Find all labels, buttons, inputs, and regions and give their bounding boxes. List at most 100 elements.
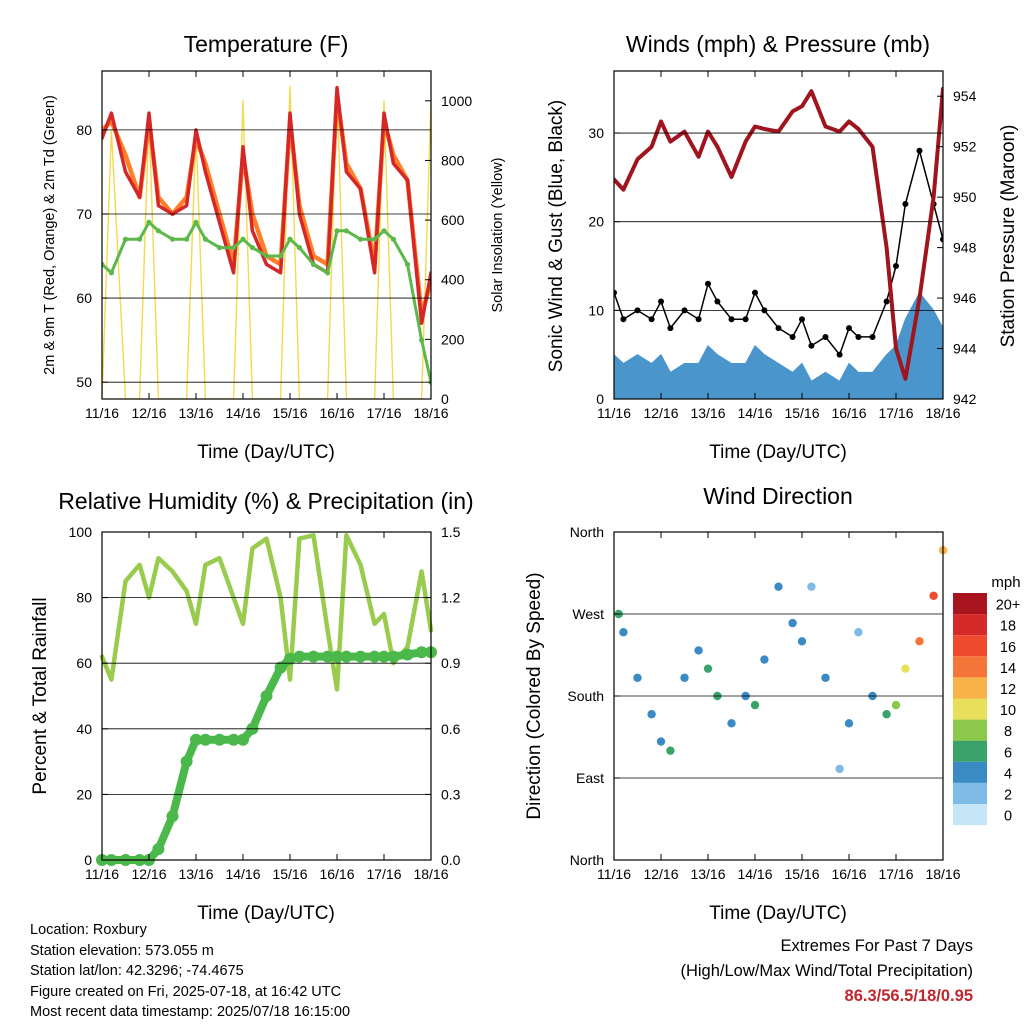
y-right-tick-label: 942 — [953, 391, 977, 407]
x-tick-label: 12/16 — [131, 405, 166, 421]
x-tick-label: 17/16 — [366, 866, 401, 882]
legend-label: 20+ — [996, 598, 1021, 614]
direction-point — [882, 710, 891, 719]
recent-text: Most recent data timestamp: 2025/07/18 1… — [30, 1004, 351, 1020]
legend-swatch — [953, 614, 987, 636]
td-point — [372, 236, 378, 242]
temperature-ylabel: 2m & 9m T (Red, Orange) & 2m Td (Green) — [42, 95, 58, 375]
y-tick-label: South — [567, 688, 604, 704]
y-right-tick-label: 0.3 — [441, 786, 461, 802]
td-point — [263, 253, 270, 259]
direction-point — [788, 618, 797, 628]
y-right-tick-label: 600 — [441, 212, 465, 228]
direction-point — [694, 646, 703, 655]
legend-swatch — [953, 698, 987, 720]
extremes-title: Extremes For Past 7 Days — [780, 937, 973, 955]
plot-frame — [613, 531, 944, 861]
y-tick-label: 70 — [76, 206, 92, 222]
y-tick-label: East — [576, 770, 604, 786]
td-point — [102, 261, 105, 268]
x-tick-label: 14/16 — [225, 866, 260, 882]
x-tick-label: 13/16 — [690, 405, 725, 421]
legend-label: 12 — [1000, 682, 1016, 698]
direction-point — [619, 628, 628, 637]
x-tick-label: 16/16 — [319, 866, 354, 882]
plot-frame — [101, 531, 432, 861]
y-right-tick-label: 400 — [441, 272, 465, 288]
x-tick-label: 17/16 — [878, 866, 913, 882]
precip-point — [284, 652, 296, 665]
winds-panel: Winds (mph) & Pressure (mb) 11/16 12/16 13… — [546, 31, 1019, 463]
direction-title: Wind Direction — [703, 483, 853, 509]
pressure-line — [614, 86, 943, 381]
td-point — [381, 228, 387, 234]
y-right-tick-label: 952 — [953, 139, 977, 155]
y-tick-label: 0 — [84, 852, 92, 868]
y-right-tick-label: 950 — [953, 189, 977, 205]
legend-title: mph — [991, 574, 1020, 591]
y-right-tick-label: 200 — [441, 331, 465, 347]
legend-swatch — [953, 804, 987, 826]
precip-point — [274, 661, 287, 674]
x-tick-label: 12/16 — [131, 866, 166, 882]
humidity-title: Relative Humidity (%) & Precipitation (i… — [58, 488, 473, 514]
precip-point — [321, 650, 334, 663]
precip-point — [152, 843, 165, 856]
rh-line — [99, 533, 434, 692]
td-point — [287, 236, 293, 242]
y-tick-label: 0 — [596, 391, 604, 407]
td-point — [278, 253, 284, 259]
solar-line — [102, 85, 431, 399]
x-tick-label: 15/16 — [272, 866, 307, 882]
x-tick-label: 16/16 — [831, 405, 866, 421]
direction-point — [647, 710, 656, 719]
location-text: Location: Roxbury — [30, 922, 147, 938]
td-point — [334, 228, 340, 234]
temperature-series — [102, 85, 431, 399]
winds-series — [614, 86, 943, 399]
y-tick-label: 20 — [76, 786, 92, 802]
td-point — [343, 228, 349, 234]
humidity-ylabel: Percent & Total Rainfall — [30, 597, 51, 794]
direction-point — [774, 582, 783, 591]
y-right-tick-label: 0.9 — [441, 655, 461, 671]
direction-point — [750, 700, 760, 710]
x-tick-label: 16/16 — [831, 866, 866, 882]
x-tick-label: 15/16 — [272, 405, 307, 421]
direction-point — [680, 673, 689, 682]
y-tick-label: 80 — [76, 122, 92, 138]
direction-point — [666, 746, 675, 755]
direction-point — [891, 700, 901, 710]
humidity-series — [96, 533, 437, 866]
elevation-text: Station elevation: 573.055 m — [30, 942, 214, 959]
td-point — [390, 236, 396, 242]
legend-label: 4 — [1004, 766, 1012, 782]
td-point — [231, 245, 237, 251]
y-right-tick-label: 946 — [953, 290, 977, 306]
td-point — [404, 261, 411, 268]
legend-label: 2 — [1004, 787, 1012, 803]
td-point — [193, 219, 199, 225]
humidity-panel: Relative Humidity (%) & Precipitation (i… — [30, 488, 474, 924]
x-tick-label: 15/16 — [784, 866, 819, 882]
td-point — [202, 236, 208, 242]
winds-title: Winds (mph) & Pressure (mb) — [626, 31, 930, 57]
precip-point — [180, 755, 193, 768]
legend-label: 10 — [1000, 703, 1016, 719]
y-tick-label: 60 — [76, 290, 92, 306]
station-info: Location: Roxbury Station elevation: 573… — [30, 920, 350, 1023]
legend-swatch — [953, 761, 987, 783]
humidity-plot: 11/16 12/16 13/16 14/16 15/16 16/16 17/16 18/16… — [69, 524, 461, 882]
x-tick-label: 13/16 — [178, 405, 213, 421]
direction-panel: Wind Direction 11/16 12/16 13/16 14/16 15/16… — [524, 483, 1021, 924]
temperature-xlabel: Time (Day/UTC) — [197, 442, 335, 463]
y-tick-label: North — [570, 852, 604, 868]
latlon-text: Station lat/lon: 42.3296; -74.4675 — [30, 963, 244, 979]
y-right-tick-label: 0 — [441, 391, 449, 407]
legend-swatch — [953, 782, 987, 804]
y-tick-label: 20 — [588, 214, 604, 230]
direction-plot: 11/16 12/16 13/16 14/16 15/16 16/16 17/16 18/16… — [567, 524, 960, 882]
created-text: Figure created on Fri, 2025-07-18, at 16… — [30, 983, 342, 1000]
precip-point — [260, 690, 273, 702]
